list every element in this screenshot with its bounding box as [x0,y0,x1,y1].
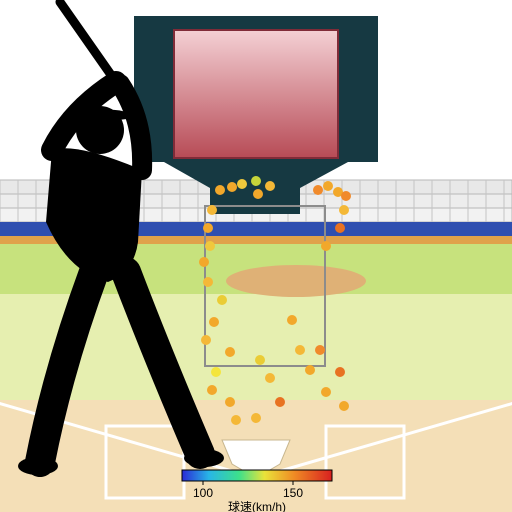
pitch-point [321,241,331,251]
pitch-point [215,185,225,195]
pitch-point [251,413,261,423]
pitch-point [199,257,209,267]
pitch-point [335,223,345,233]
pitch-point [203,223,213,233]
chart-svg: 100 150球速(km/h) [0,0,512,512]
pitch-point [207,385,217,395]
pitch-point [203,277,213,287]
pitch-point [217,295,227,305]
pitch-point [323,181,333,191]
pitch-point [265,181,275,191]
pitch-location-chart: 100 150球速(km/h) [0,0,512,512]
scoreboard-screen [174,30,338,158]
pitch-point [315,345,325,355]
pitch-point [275,397,285,407]
velocity-colorbar [182,470,332,481]
pitch-point [237,179,247,189]
pitch-point [251,176,261,186]
colorbar-axis-label: 球速(km/h) [228,500,286,512]
pitch-point [255,355,265,365]
pitch-point [305,365,315,375]
pitch-point [335,367,345,377]
pitch-point [295,345,305,355]
pitch-point [205,241,215,251]
pitch-point [207,205,217,215]
colorbar-tick-label: 150 [283,486,303,500]
pitch-point [225,397,235,407]
pitch-point [209,317,219,327]
pitch-point [339,401,349,411]
pitch-point [225,347,235,357]
pitch-point [253,189,263,199]
pitch-point [339,205,349,215]
pitchers-mound [226,265,366,297]
pitch-point [287,315,297,325]
pitch-point [265,373,275,383]
colorbar-tick-label: 100 [193,486,213,500]
pitch-point [211,367,221,377]
pitch-point [201,335,211,345]
pitch-point [231,415,241,425]
pitch-point [341,191,351,201]
bat [60,2,116,82]
pitch-point [227,182,237,192]
pitch-point [321,387,331,397]
pitch-point [313,185,323,195]
